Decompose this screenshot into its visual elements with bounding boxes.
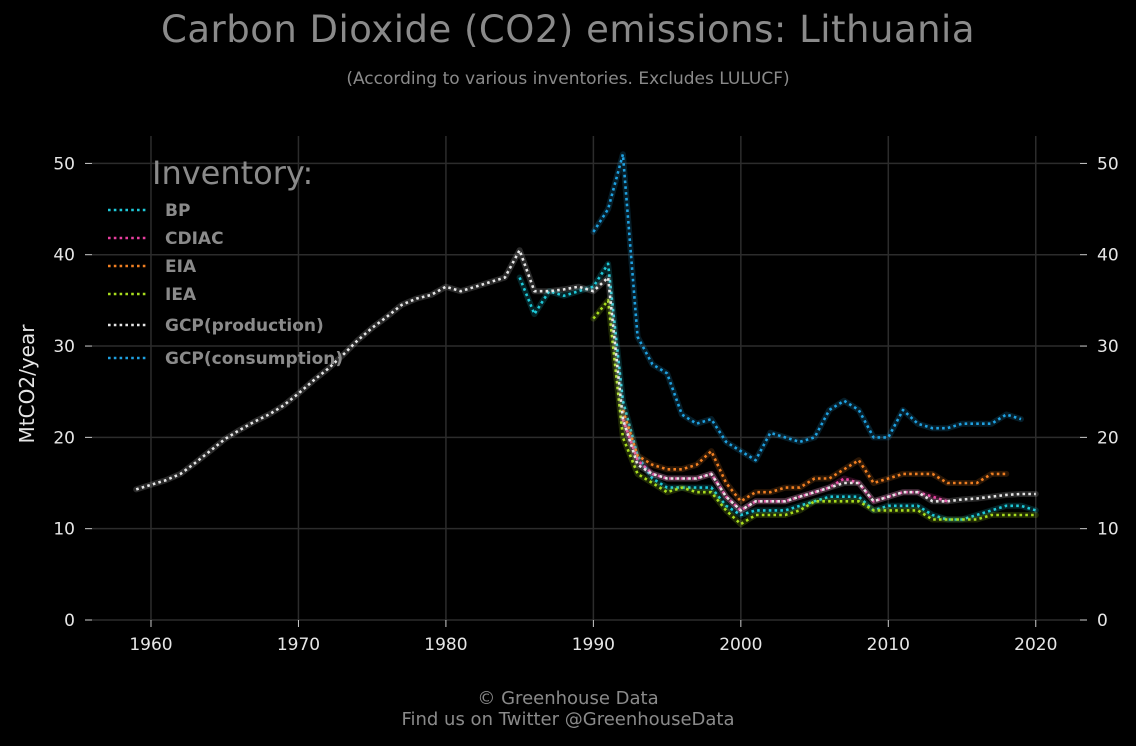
series-line-cdiac <box>621 418 948 512</box>
chart-subtitle: (According to various inventories. Exclu… <box>346 69 790 89</box>
x-tick-label: 1960 <box>129 635 172 655</box>
y2-tick-label: 40 <box>1097 246 1119 266</box>
y-tick-label: 20 <box>53 428 75 448</box>
y2-tick-label: 20 <box>1097 428 1119 448</box>
chart-title: Carbon Dioxide (CO2) emissions: Lithuani… <box>160 8 976 51</box>
legend-label-eia: EIA <box>165 257 197 277</box>
y-tick-label: 30 <box>53 337 75 357</box>
x-tick-label: 2020 <box>1014 635 1057 655</box>
legend-label-cdiac: CDIAC <box>165 229 224 249</box>
y2-tick-label: 10 <box>1097 520 1119 540</box>
legend: Inventory: BP CDIAC EIA IEA GCP(production) GC… <box>108 154 343 369</box>
y-tick-label: 50 <box>53 154 75 174</box>
series-lines <box>133 151 1039 528</box>
x-tick-label: 1980 <box>424 635 467 655</box>
series-line-eia <box>621 409 1007 503</box>
y-tick-label: 40 <box>53 246 75 266</box>
x-tick-label: 1970 <box>277 635 320 655</box>
series-glow-cdiac <box>619 416 951 514</box>
legend-label-gcp-production: GCP(production) <box>165 316 324 336</box>
series-line-gcp-consumption <box>592 153 1022 462</box>
grid <box>92 136 1080 621</box>
legend-label-gcp-consumption: GCP(consumption) <box>165 349 343 369</box>
twitter-text: Find us on Twitter @GreenhouseData <box>401 709 735 730</box>
series-glow-gcp-consumption <box>590 151 1024 464</box>
legend-title: Inventory: <box>152 154 313 192</box>
copyright-text: © Greenhouse Data <box>477 688 659 709</box>
series-line-gcp-production <box>135 248 1036 512</box>
y2-tick-label: 0 <box>1097 611 1108 631</box>
y-tick-label: 0 <box>64 611 75 631</box>
y2-tick-label: 50 <box>1097 154 1119 174</box>
series-glow-iea <box>590 297 1039 528</box>
y-tick-label: 10 <box>53 520 75 540</box>
x-tick-label: 1990 <box>572 635 615 655</box>
legend-label-iea: IEA <box>165 285 197 305</box>
y-axis-label: MtCO2/year <box>15 324 39 444</box>
series-line-bp <box>518 262 1037 521</box>
legend-label-bp: BP <box>165 201 190 221</box>
y2-tick-label: 30 <box>1097 337 1119 357</box>
x-tick-label: 2010 <box>867 635 910 655</box>
x-tick-label: 2000 <box>719 635 762 655</box>
